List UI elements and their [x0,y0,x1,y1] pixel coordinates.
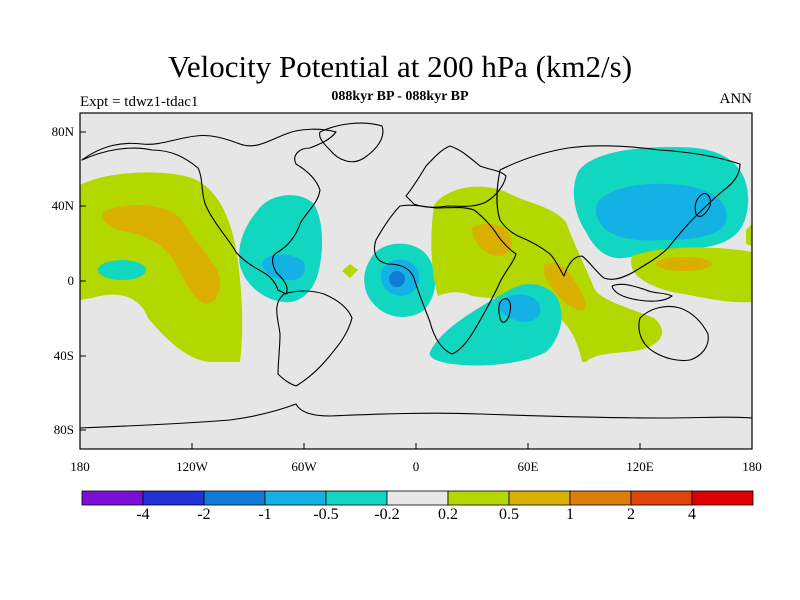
coastline-south-america [276,290,353,387]
colorbar-box [81,490,144,506]
positive-region-arabian-core [472,223,513,256]
contour-fills [80,122,752,429]
chart-subtitle: 088kyr BP - 088kyr BP [331,89,469,104]
negative-region-central-pacific [98,260,146,280]
colorbar-box [203,490,266,506]
experiment-label: Expt = tdwz1-tdac1 [80,94,199,110]
colorbar-label: -0.2 [374,506,400,523]
positive-region-atlantic-dot [342,264,358,278]
xtick-label-0: 0 [412,459,420,474]
coastline-maritime-continent [611,283,673,302]
colorbar-box [569,490,632,506]
colorbar-label: 4 [688,506,696,523]
colorbar-box [386,490,449,506]
ytick-label-40s: 40S [53,348,74,363]
colorbar-box [264,490,327,506]
positive-region-west-pacific-core [656,257,712,271]
colorbar-label: -0.5 [313,506,339,523]
colorbar-label: -4 [136,506,150,523]
coastlines [80,122,752,429]
season-label: ANN [719,91,753,107]
coastline-asia [496,145,741,280]
xtick-label-120e: 120E [626,459,654,474]
colorbar-box [691,490,754,506]
colorbar-label: -1 [258,506,272,523]
colorbar-label: 2 [627,506,635,523]
ytick-label-40n: 40N [51,198,74,213]
colorbar-box [325,490,388,506]
colorbar [81,490,754,506]
ytick-label-0: 0 [67,273,75,288]
ytick-label-80n: 80N [51,124,74,139]
axis-ticks [80,131,641,449]
xtick-label-180w: 180 [70,459,90,474]
colorbar-box [447,490,510,506]
coastline-north-america [81,128,337,295]
coastline-australia [638,305,709,362]
positive-region-east-edge [746,224,752,246]
coastline-europe [405,145,507,208]
ytick-label-80s: 80S [53,422,74,437]
positive-region-west-edge [80,282,90,300]
colorbar-label: 0.2 [438,506,458,523]
negative-region-gulf-of-guinea-center [389,271,405,287]
coastline-greenland [319,122,384,163]
colorbar-box [142,490,205,506]
xtick-label-120w: 120W [176,459,208,474]
colorbar-label: 0.5 [499,506,519,523]
negative-region-east-asia-core [595,183,727,241]
negative-region-sw-indian-core [497,294,541,322]
xtick-label-180e: 180 [742,459,762,474]
positive-region-india-core [544,262,586,311]
xtick-label-60w: 60W [291,459,317,474]
xtick-label-60e: 60E [517,459,539,474]
coastline-africa [373,204,517,355]
colorbar-box [508,490,571,506]
colorbar-label: 1 [566,506,574,523]
coastline-madagascar [498,298,512,323]
colorbar-box [630,490,693,506]
chart-title: Velocity Potential at 200 hPa (km2/s) [167,49,633,84]
colorbar-label: -2 [197,506,211,523]
coastline-japan [694,193,711,217]
coastline-antarctica [80,403,752,429]
positive-region-north-pacific-core [102,205,221,304]
